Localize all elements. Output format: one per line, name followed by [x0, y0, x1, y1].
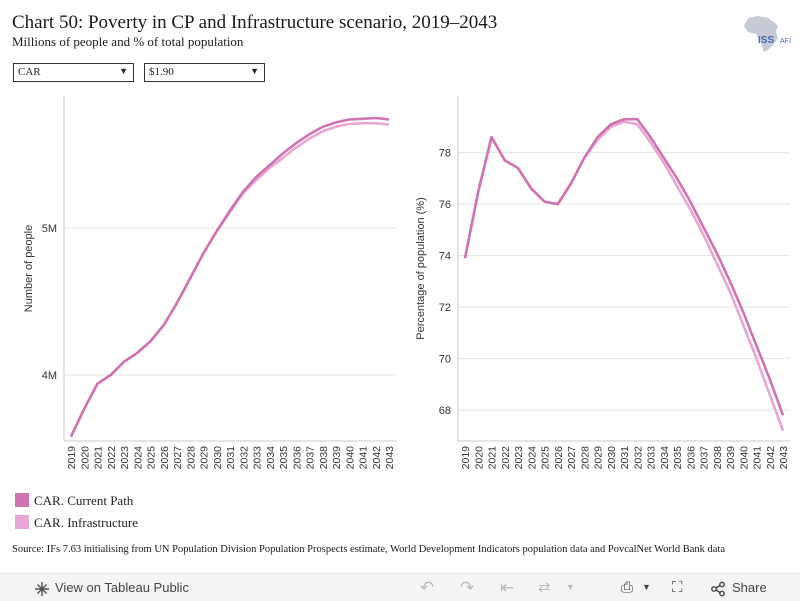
- x-tick-label: 2019: [460, 446, 472, 470]
- x-tick-label: 2035: [672, 446, 684, 470]
- legend-label: CAR. Current Path: [34, 493, 134, 508]
- x-tick-label: 2034: [659, 446, 671, 470]
- y-tick-label: 74: [439, 251, 451, 263]
- x-tick-label: 2037: [305, 446, 317, 470]
- x-tick-label: 2029: [593, 446, 605, 470]
- x-tick-label: 2034: [265, 446, 277, 470]
- x-tick-label: 2040: [738, 446, 750, 470]
- x-tick-label: 2039: [725, 446, 737, 470]
- legend-swatch: [15, 515, 29, 529]
- series-line-infrastructure: [69, 121, 390, 438]
- svg-text:AFI: AFI: [780, 38, 791, 45]
- y-tick-label: 76: [439, 199, 451, 211]
- x-tick-label: 2023: [513, 446, 525, 470]
- download-icon[interactable]: ⎙: [621, 579, 634, 596]
- x-tick-label: 2023: [119, 446, 131, 470]
- x-tick-label: 2020: [473, 446, 485, 470]
- x-tick-label: 2029: [199, 446, 211, 470]
- redo-icon[interactable]: ↷: [460, 578, 475, 597]
- page-subtitle: Millions of people and % of total popula…: [12, 34, 244, 49]
- x-tick-label: 2043: [384, 446, 396, 470]
- refresh-icon[interactable]: ⇄: [538, 579, 551, 596]
- x-tick-label: 2030: [606, 446, 618, 470]
- y-tick-label: 68: [439, 405, 451, 417]
- x-tick-label: 2035: [278, 446, 290, 470]
- x-tick-label: 2027: [172, 446, 184, 470]
- x-tick-label: 2026: [159, 446, 171, 470]
- x-tick-label: 2033: [646, 446, 658, 470]
- series-line-infrastructure: [463, 120, 785, 432]
- x-tick-label: 2038: [712, 446, 724, 470]
- x-tick-label: 2022: [500, 446, 512, 470]
- y-tick-label: 70: [439, 354, 451, 366]
- tableau-logo-icon[interactable]: [34, 574, 50, 601]
- x-tick-label: 2037: [699, 446, 711, 470]
- legend-label: CAR. Infrastructure: [34, 515, 138, 530]
- chevron-down-icon[interactable]: ▼: [642, 582, 651, 592]
- x-tick-label: 2039: [331, 446, 343, 470]
- country-dropdown[interactable]: CAR ▼: [13, 63, 134, 82]
- x-tick-label: 2036: [685, 446, 697, 470]
- svg-text:ISS: ISS: [758, 35, 774, 46]
- undo-icon[interactable]: ↶: [420, 578, 435, 597]
- x-tick-label: 2022: [106, 446, 118, 470]
- chevron-down-icon: ▼: [119, 66, 128, 76]
- chevron-down-icon: ▼: [250, 66, 259, 76]
- y-tick-label: 78: [439, 148, 451, 160]
- x-tick-label: 2021: [487, 446, 499, 470]
- x-tick-label: 2040: [344, 446, 356, 470]
- chevron-down-icon[interactable]: ▼: [566, 582, 575, 592]
- y-axis-label: Percentage of population (%): [415, 197, 427, 339]
- source-note: Source: IFs 7.63 initialising from UN Po…: [12, 544, 725, 555]
- share-icon[interactable]: [710, 574, 726, 601]
- y-tick-label: 72: [439, 302, 451, 314]
- x-tick-label: 2019: [66, 446, 78, 470]
- x-tick-label: 2042: [371, 446, 383, 470]
- x-tick-label: 2038: [318, 446, 330, 470]
- x-tick-label: 2032: [632, 446, 644, 470]
- x-tick-label: 2042: [765, 446, 777, 470]
- x-tick-label: 2028: [185, 446, 197, 470]
- country-dropdown-value: CAR: [18, 66, 41, 78]
- x-tick-label: 2028: [579, 446, 591, 470]
- y-tick-label: 4M: [42, 370, 57, 382]
- x-tick-label: 2041: [358, 446, 370, 470]
- x-tick-label: 2024: [526, 446, 538, 470]
- iss-afi-logo: ISS AFI: [744, 16, 791, 52]
- x-tick-label: 2043: [778, 446, 790, 470]
- x-tick-label: 2041: [752, 446, 764, 470]
- legend-swatch: [15, 493, 29, 507]
- x-tick-label: 2025: [540, 446, 552, 470]
- y-axis-label: Number of people: [23, 225, 35, 312]
- x-tick-label: 2024: [132, 446, 144, 470]
- poverty-line-dropdown[interactable]: $1.90 ▼: [144, 63, 265, 82]
- x-tick-label: 2025: [146, 446, 158, 470]
- y-tick-label: 5M: [42, 223, 57, 235]
- x-tick-label: 2033: [252, 446, 264, 470]
- page-title: Chart 50: Poverty in CP and Infrastructu…: [12, 12, 498, 33]
- series-line-current-path: [69, 116, 390, 438]
- view-on-tableau-public-link[interactable]: View on Tableau Public: [55, 580, 189, 595]
- x-tick-label: 2030: [212, 446, 224, 470]
- x-tick-label: 2031: [619, 446, 631, 470]
- poverty-line-dropdown-value: $1.90: [149, 66, 174, 78]
- x-tick-label: 2031: [225, 446, 237, 470]
- x-tick-label: 2021: [93, 446, 105, 470]
- x-tick-label: 2020: [79, 446, 91, 470]
- x-tick-label: 2032: [238, 446, 250, 470]
- x-tick-label: 2027: [566, 446, 578, 470]
- revert-icon[interactable]: ⇤: [500, 578, 515, 597]
- x-tick-label: 2036: [291, 446, 303, 470]
- tableau-toolbar: View on Tableau Public ↶ ↷ ⇤ ⇄ ▼ ⎙ ▼ ⛶ S…: [0, 573, 800, 601]
- x-tick-label: 2026: [553, 446, 565, 470]
- fullscreen-icon[interactable]: ⛶: [672, 579, 683, 596]
- series-line-current-path: [463, 117, 785, 416]
- share-button[interactable]: Share: [732, 580, 767, 595]
